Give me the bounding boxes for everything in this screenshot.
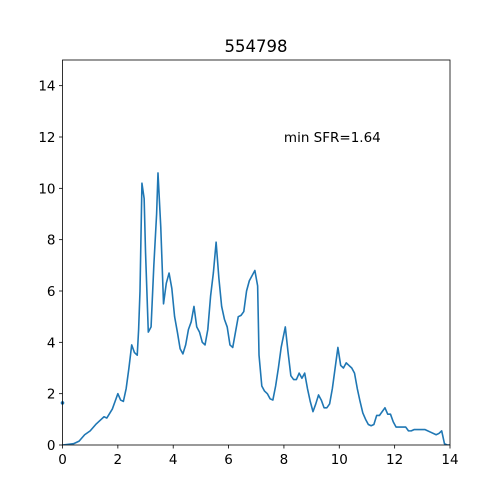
- x-tick-label: 8: [280, 452, 289, 468]
- y-tick-label: 6: [47, 284, 56, 300]
- annotation: min SFR=1.64: [284, 130, 381, 146]
- y-tick-label: 4: [47, 335, 56, 351]
- y-tick-label: 0: [47, 438, 56, 454]
- x-tick-label: 10: [331, 452, 348, 468]
- chart-title: 554798: [225, 37, 288, 56]
- y-tick-label: 14: [38, 79, 55, 95]
- line-series: [62, 172, 450, 445]
- x-tick-label: 0: [58, 452, 67, 468]
- x-tick-label: 6: [224, 452, 233, 468]
- y-tick-label: 12: [38, 130, 55, 146]
- x-tick-label: 14: [441, 452, 458, 468]
- plot-frame: [62, 59, 451, 446]
- y-tick-label: 2: [47, 387, 56, 403]
- x-tick-label: 2: [114, 452, 123, 468]
- x-tick-label: 4: [169, 452, 178, 468]
- y-tick-label: 8: [47, 233, 56, 249]
- y-tick-label: 10: [38, 181, 55, 197]
- x-tick-label: 12: [386, 452, 403, 468]
